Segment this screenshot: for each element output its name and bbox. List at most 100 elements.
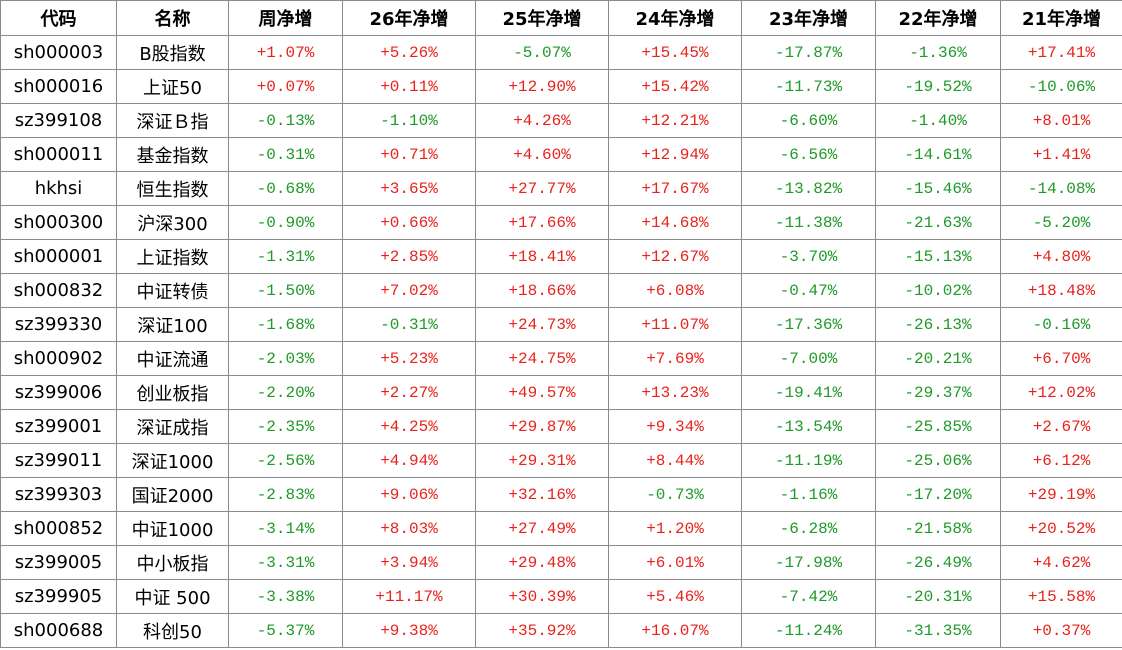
change-cell: -26.13% — [875, 307, 1001, 342]
change-cell: -11.24% — [741, 613, 876, 648]
change-cell: -1.10% — [342, 103, 476, 138]
change-cell: +15.42% — [608, 69, 742, 104]
name-cell: 创业板指 — [116, 375, 229, 410]
change-cell: +0.11% — [342, 69, 476, 104]
change-cell: +18.48% — [1000, 273, 1122, 308]
table-row: sh000688 科创50 -5.37% +9.38% +35.92% +16.07% -1… — [0, 613, 1122, 648]
change-cell: +29.87% — [475, 409, 609, 444]
change-cell: -17.87% — [741, 35, 876, 70]
change-cell: +6.12% — [1000, 443, 1122, 478]
change-cell: -14.61% — [875, 137, 1001, 172]
change-cell: -5.37% — [228, 613, 343, 648]
name-cell: 上证50 — [116, 69, 229, 104]
table-row: sz399006 创业板指 -2.20% +2.27% +49.57% +13.23% -1… — [0, 375, 1122, 410]
code-cell: sz399011 — [0, 443, 117, 478]
change-cell: +0.66% — [342, 205, 476, 240]
name-cell: 科创50 — [116, 613, 229, 648]
change-cell: +11.07% — [608, 307, 742, 342]
name-cell: 中证 500 — [116, 579, 229, 614]
table-row: sz399001 深证成指 -2.35% +4.25% +29.87% +9.34% -13… — [0, 409, 1122, 444]
change-cell: +9.06% — [342, 477, 476, 512]
table-row: sz399905 中证 500 -3.38% +11.17% +30.39% +5.46%… — [0, 579, 1122, 614]
code-cell: sh000852 — [0, 511, 117, 546]
change-cell: -21.58% — [875, 511, 1001, 546]
change-cell: +2.67% — [1000, 409, 1122, 444]
code-cell: sh000902 — [0, 341, 117, 376]
change-cell: +13.23% — [608, 375, 742, 410]
change-cell: +15.58% — [1000, 579, 1122, 614]
change-cell: -7.42% — [741, 579, 876, 614]
change-cell: +9.38% — [342, 613, 476, 648]
change-cell: +29.31% — [475, 443, 609, 478]
header-cell: 25年净增 — [475, 0, 609, 36]
change-cell: -17.36% — [741, 307, 876, 342]
table-row: sz399011 深证1000 -2.56% +4.94% +29.31% +8.44% -… — [0, 443, 1122, 478]
name-cell: 中证转债 — [116, 273, 229, 308]
code-cell: sh000001 — [0, 239, 117, 274]
table-row: sh000832 中证转债 -1.50% +7.02% +18.66% +6.08% -0.… — [0, 273, 1122, 308]
change-cell: -6.56% — [741, 137, 876, 172]
change-cell: -19.41% — [741, 375, 876, 410]
change-cell: -0.13% — [228, 103, 343, 138]
change-cell: +12.94% — [608, 137, 742, 172]
change-cell: -11.19% — [741, 443, 876, 478]
change-cell: +35.92% — [475, 613, 609, 648]
change-cell: +17.66% — [475, 205, 609, 240]
table-row: sh000011 基金指数 -0.31% +0.71% +4.60% +12.94% -6.… — [0, 137, 1122, 172]
table-row: sz399330 深证100 -1.68% -0.31% +24.73% +11.07% -… — [0, 307, 1122, 342]
name-cell: 深证100 — [116, 307, 229, 342]
change-cell: +18.41% — [475, 239, 609, 274]
change-cell: +12.67% — [608, 239, 742, 274]
change-cell: -0.31% — [342, 307, 476, 342]
change-cell: -10.06% — [1000, 69, 1122, 104]
code-cell: sh000300 — [0, 205, 117, 240]
header-cell: 周净增 — [228, 0, 343, 36]
code-cell: sh000011 — [0, 137, 117, 172]
code-cell: sh000003 — [0, 35, 117, 70]
change-cell: +5.46% — [608, 579, 742, 614]
change-cell: -1.50% — [228, 273, 343, 308]
change-cell: +29.19% — [1000, 477, 1122, 512]
table-row: sh000016 上证50 +0.07% +0.11% +12.90% +15.42% -1… — [0, 69, 1122, 104]
change-cell: -2.83% — [228, 477, 343, 512]
change-cell: +30.39% — [475, 579, 609, 614]
table-row: hkhsi 恒生指数 -0.68% +3.65% +27.77% +17.67% -13.8… — [0, 171, 1122, 206]
change-cell: +12.21% — [608, 103, 742, 138]
table-row: sh000852 中证1000 -3.14% +8.03% +27.49% +1.20% -… — [0, 511, 1122, 546]
change-cell: -0.68% — [228, 171, 343, 206]
code-cell: sh000832 — [0, 273, 117, 308]
change-cell: -11.38% — [741, 205, 876, 240]
name-cell: 国证2000 — [116, 477, 229, 512]
change-cell: -1.40% — [875, 103, 1001, 138]
change-cell: -10.02% — [875, 273, 1001, 308]
change-cell: -21.63% — [875, 205, 1001, 240]
change-cell: +17.67% — [608, 171, 742, 206]
table-row: sh000001 上证指数 -1.31% +2.85% +18.41% +12.67% -3… — [0, 239, 1122, 274]
change-cell: -2.20% — [228, 375, 343, 410]
change-cell: -29.37% — [875, 375, 1001, 410]
change-cell: -17.98% — [741, 545, 876, 580]
change-cell: +4.26% — [475, 103, 609, 138]
change-cell: -15.46% — [875, 171, 1001, 206]
table-row: sz399005 中小板指 -3.31% +3.94% +29.48% +6.01% -17… — [0, 545, 1122, 580]
code-cell: sh000688 — [0, 613, 117, 648]
change-cell: +14.68% — [608, 205, 742, 240]
change-cell: -13.82% — [741, 171, 876, 206]
change-cell: -3.70% — [741, 239, 876, 274]
change-cell: -2.56% — [228, 443, 343, 478]
header-cell: 22年净增 — [875, 0, 1001, 36]
change-cell: -15.13% — [875, 239, 1001, 274]
change-cell: +12.90% — [475, 69, 609, 104]
code-cell: sz399006 — [0, 375, 117, 410]
change-cell: +8.44% — [608, 443, 742, 478]
code-cell: sz399108 — [0, 103, 117, 138]
change-cell: +5.26% — [342, 35, 476, 70]
change-cell: -26.49% — [875, 545, 1001, 580]
change-cell: +16.07% — [608, 613, 742, 648]
change-cell: +1.07% — [228, 35, 343, 70]
change-cell: -11.73% — [741, 69, 876, 104]
change-cell: +27.77% — [475, 171, 609, 206]
change-cell: +4.62% — [1000, 545, 1122, 580]
change-cell: -0.73% — [608, 477, 742, 512]
change-cell: +2.27% — [342, 375, 476, 410]
